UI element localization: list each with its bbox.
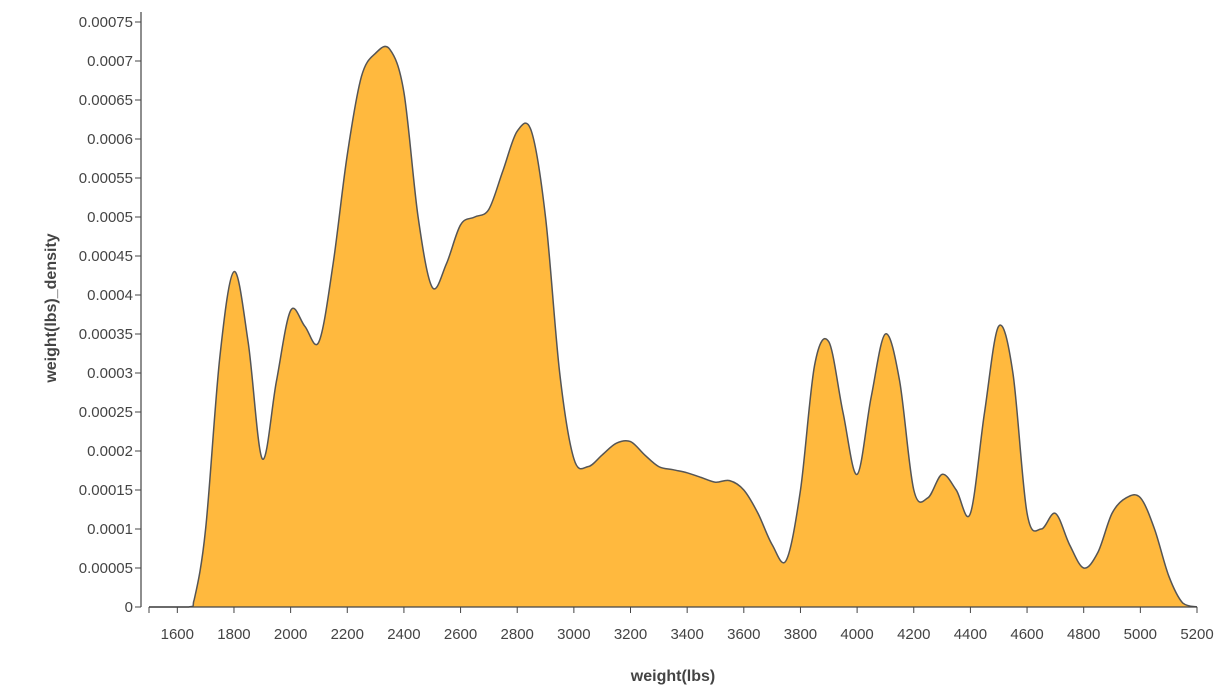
y-tick-label: 0	[125, 599, 133, 616]
x-tick-label: 2800	[501, 626, 534, 643]
x-tick-label: 4000	[840, 626, 873, 643]
density-area	[149, 46, 1197, 607]
x-tick-label: 4800	[1067, 626, 1100, 643]
y-axis-title: weight(lbs)_density	[43, 233, 60, 383]
x-tick-label: 4200	[897, 626, 930, 643]
density-line	[148, 45, 1198, 608]
x-tick-label: 2200	[331, 626, 364, 643]
y-tick-label: 0.0002	[87, 443, 133, 460]
x-tick-label: 3400	[670, 626, 703, 643]
x-tick-label: 3600	[727, 626, 760, 643]
y-tick-label: 0.0004	[87, 287, 133, 304]
x-tick-label: 2000	[274, 626, 307, 643]
y-tick-label: 0.00005	[79, 560, 133, 577]
x-tick-label: 2400	[387, 626, 420, 643]
x-tick-label: 1600	[161, 626, 194, 643]
y-axis: 0 0.00005 0.0001 0.00015 0.0002 0.00025 0.0003…	[79, 12, 142, 616]
y-tick-label: 0.0007	[87, 53, 133, 70]
x-tick-label: 3000	[557, 626, 590, 643]
y-tick-label: 0.00025	[79, 404, 133, 421]
y-tick-label: 0.00035	[79, 326, 133, 343]
x-tick-label: 1800	[217, 626, 250, 643]
x-tick-label: 5200	[1180, 626, 1213, 643]
x-tick-label: 4400	[954, 626, 987, 643]
x-tick-label: 4600	[1010, 626, 1043, 643]
x-tick-label: 3800	[784, 626, 817, 643]
y-tick-label: 0.0003	[87, 365, 133, 382]
y-tick-label: 0.0001	[87, 521, 133, 538]
y-tick-label: 0.00045	[79, 248, 133, 265]
y-tick-label: 0.0005	[87, 209, 133, 226]
y-tick-label: 0.00055	[79, 170, 133, 187]
y-tick-label: 0.00075	[79, 14, 133, 31]
y-tick-label: 0.00065	[79, 92, 133, 109]
y-tick-label: 0.0006	[87, 131, 133, 148]
x-tick-label: 5000	[1124, 626, 1157, 643]
x-axis: 1600 1800 2000 2200 2400 2600 2800 3000 3200 3400…	[148, 606, 1214, 643]
x-tick-label: 2600	[444, 626, 477, 643]
x-axis-title: weight(lbs)	[630, 668, 715, 685]
x-tick-label: 3200	[614, 626, 647, 643]
y-tick-label: 0.00015	[79, 482, 133, 499]
plot-area	[148, 45, 1198, 608]
